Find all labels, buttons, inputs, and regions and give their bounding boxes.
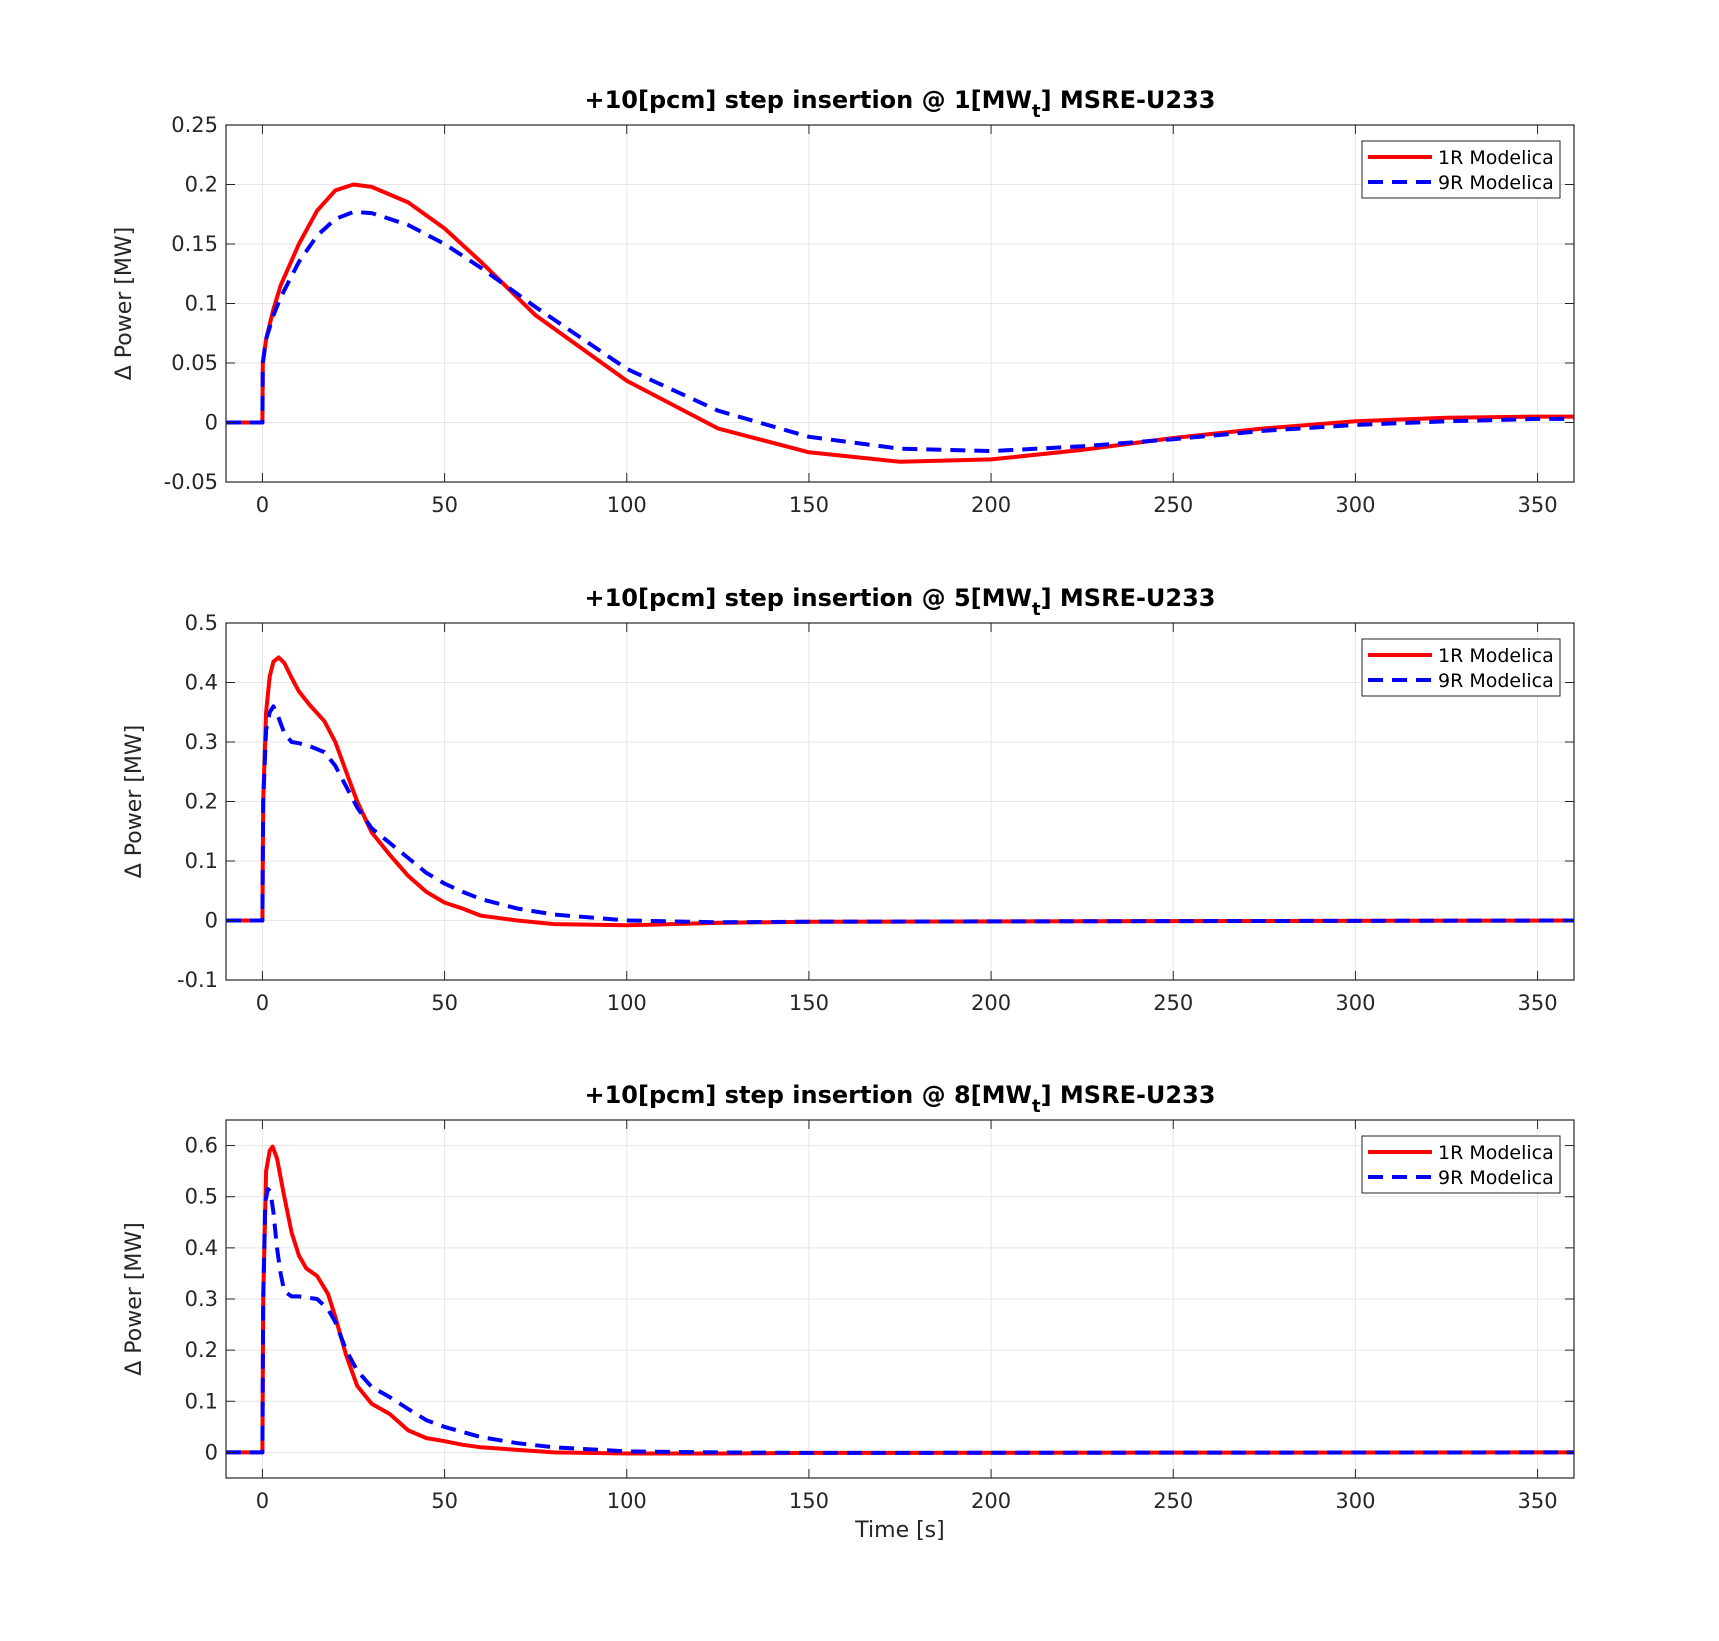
chart-title-suffix: ] MSRE-U233 [1041,86,1216,114]
legend-label: 9R Modelica [1438,172,1554,194]
y-tick-label: 0.3 [185,730,218,754]
legend-label: 9R Modelica [1438,670,1554,692]
x-tick-label: 350 [1518,991,1558,1015]
series-line-9r-modelica [226,209,1574,454]
legend-label: 9R Modelica [1438,1167,1554,1189]
x-tick-label: 50 [431,991,458,1015]
y-tick-label: 0 [205,909,218,933]
y-tick-label: -0.1 [177,968,218,992]
x-tick-label: 100 [607,493,647,517]
series-line-1r-modelica [226,1144,1574,1456]
legend: 1R Modelica 9R Modelica [1361,638,1561,697]
chart-title-subscript: t [1032,599,1041,620]
x-tick-label: 150 [789,493,829,517]
y-tick-label: 0.3 [185,1287,218,1311]
x-tick-label: 250 [1153,1489,1193,1513]
y-tick-label: 0.4 [185,1236,218,1260]
x-tick-label: 300 [1335,1489,1375,1513]
legend-label: 1R Modelica [1438,147,1554,169]
y-axis-label: Δ Power [MW] [122,725,147,878]
y-tick-label: 0 [205,1440,218,1464]
x-tick-label: 0 [256,1489,269,1513]
x-tick-label: 0 [256,493,269,517]
legend: 1R Modelica 9R Modelica [1361,140,1561,199]
x-tick-label: 200 [971,991,1011,1015]
chart-title-suffix: ] MSRE-U233 [1041,1081,1216,1109]
y-tick-label: 0.1 [185,292,218,316]
y-tick-label: 0.2 [185,173,218,197]
x-tick-label: 250 [1153,493,1193,517]
chart-title: +10[pcm] step insertion @ 1[MWt] MSRE-U2… [584,86,1215,122]
x-tick-label: 150 [789,1489,829,1513]
x-tick-label: 100 [607,1489,647,1513]
legend-box [1361,1135,1561,1194]
y-tick-label: 0 [205,411,218,435]
chart-title-main: +10[pcm] step insertion @ 1[MW [584,86,1032,114]
series-line-9r-modelica [226,704,1574,925]
y-tick-label: 0.2 [185,790,218,814]
chart-title: +10[pcm] step insertion @ 5[MWt] MSRE-U2… [584,584,1215,620]
y-tick-label: 0.05 [171,351,218,375]
y-tick-label: 0.4 [185,671,218,695]
y-axis-label: Δ Power [MW] [122,1222,147,1375]
chart-panel-3: 0 50 100 150 200 250 300 350 0 0.1 0.2 0.3 0.4 0.5 0.6… [122,1081,1575,1513]
x-tick-label: 300 [1335,493,1375,517]
x-tick-label: 200 [971,1489,1011,1513]
y-tick-label: 0.1 [185,1389,218,1413]
series-line-9r-modelica [226,1187,1574,1455]
y-tick-label: 0.25 [171,113,218,137]
legend-label: 1R Modelica [1438,645,1554,667]
legend-box [1361,638,1561,697]
x-tick-label: 300 [1335,991,1375,1015]
x-tick-label: 350 [1518,1489,1558,1513]
y-tick-label: 0.5 [185,1185,218,1209]
series-line-1r-modelica [226,182,1574,464]
y-tick-label: 0.15 [171,232,218,256]
chart-title-subscript: t [1032,101,1041,122]
series-line-1r-modelica [226,655,1574,928]
y-tick-label: 0.2 [185,1338,218,1362]
legend: 1R Modelica 9R Modelica [1361,1135,1561,1194]
chart-title-main: +10[pcm] step insertion @ 8[MW [584,1081,1032,1109]
x-tick-label: 100 [607,991,647,1015]
x-tick-label: 50 [431,493,458,517]
x-tick-label: 250 [1153,991,1193,1015]
legend-label: 1R Modelica [1438,1142,1554,1164]
y-tick-label: 0.5 [185,611,218,635]
chart-title-main: +10[pcm] step insertion @ 5[MW [584,584,1032,612]
y-tick-label: 0.1 [185,849,218,873]
chart-title-subscript: t [1032,1096,1041,1117]
x-axis-label: Time [s] [854,1518,944,1543]
x-tick-label: 200 [971,493,1011,517]
y-tick-label: 0.6 [185,1134,218,1158]
x-tick-label: 350 [1518,493,1558,517]
y-tick-label: -0.05 [164,470,218,494]
legend-box [1361,140,1561,199]
chart-panel-2: 0 50 100 150 200 250 300 350 -0.1 0 0.1 0.2 0.3 0.4 0.… [122,584,1575,1015]
x-tick-label: 150 [789,991,829,1015]
chart-title: +10[pcm] step insertion @ 8[MWt] MSRE-U2… [584,1081,1215,1117]
x-tick-label: 0 [256,991,269,1015]
y-axis-label: Δ Power [MW] [112,227,137,380]
chart-panel-1: 0 50 100 150 200 250 300 350 -0.05 0 0.05 0.1 0.15 0.… [112,86,1575,517]
chart-title-suffix: ] MSRE-U233 [1041,584,1216,612]
x-tick-label: 50 [431,1489,458,1513]
